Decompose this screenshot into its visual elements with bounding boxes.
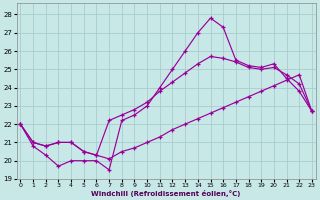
X-axis label: Windchill (Refroidissement éolien,°C): Windchill (Refroidissement éolien,°C) — [92, 190, 241, 197]
